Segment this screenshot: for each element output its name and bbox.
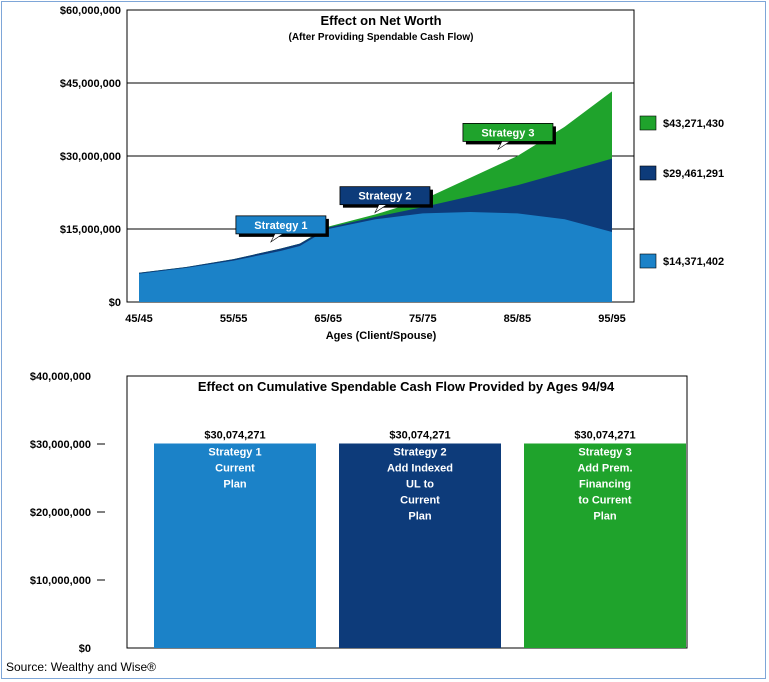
bar-description-line: Current: [400, 494, 440, 506]
bar-value-label: $30,074,271: [389, 429, 450, 441]
net-worth-area-chart: $0 $15,000,000 $30,000,000 $45,000,000 $60,0…: [60, 5, 724, 342]
callout-strategy-2: Strategy 2: [339, 186, 433, 214]
legend-end-value: $43,271,430: [663, 118, 724, 130]
area-y-tick-label: $0: [109, 297, 121, 309]
bar-y-tick-label: $30,000,000: [30, 439, 91, 451]
bar-strategy-3: [524, 443, 686, 648]
legend-swatch: [639, 115, 657, 131]
callout-label: Strategy 2: [358, 191, 411, 203]
area-y-tick-label: $15,000,000: [60, 224, 121, 236]
area-y-tick-label: $30,000,000: [60, 151, 121, 163]
bar-description-line: Current: [215, 462, 255, 474]
callout-strategy-1: Strategy 1: [235, 215, 329, 243]
legend-end-value: $14,371,402: [663, 256, 724, 268]
area-x-tick-label: 95/95: [598, 313, 626, 325]
bar-strategy-2: [339, 443, 501, 648]
area-chart-title: Effect on Net Worth: [320, 13, 441, 28]
bar-value-label: $30,074,271: [204, 429, 265, 441]
bar-description-line: Plan: [593, 510, 617, 522]
area-y-tick-label: $45,000,000: [60, 78, 121, 90]
bar-description-line: Financing: [579, 478, 631, 490]
bar-description-line: UL to: [406, 478, 434, 490]
area-y-tick-label: $60,000,000: [60, 5, 121, 17]
area-x-tick-label: 55/55: [220, 313, 248, 325]
bar-value-label: $30,074,271: [574, 429, 635, 441]
bar-description-line: Add Prem.: [577, 462, 632, 474]
callout-label: Strategy 3: [481, 127, 534, 139]
area-x-tick-label: 45/45: [125, 313, 153, 325]
callout-label: Strategy 1: [254, 220, 307, 232]
bar-y-tick-label: $40,000,000: [30, 371, 91, 383]
callout-strategy-3: Strategy 3: [462, 123, 556, 151]
bar-description-line: Add Indexed: [387, 462, 453, 474]
area-series-1: [139, 211, 612, 302]
cash-flow-bar-chart: $0 $10,000,000 $20,000,000 $30,000,000 $40,0…: [30, 371, 688, 655]
legend-end-value: $29,461,291: [663, 168, 724, 180]
bar-description-line: Strategy 1: [208, 446, 261, 458]
area-x-tick-label: 65/65: [314, 313, 342, 325]
bar-description-line: Plan: [223, 478, 247, 490]
area-chart-subtitle: (After Providing Spendable Cash Flow): [288, 32, 473, 43]
bar-description-line: Plan: [408, 510, 432, 522]
bar-description-line: Strategy 3: [578, 446, 631, 458]
bar-chart-title: Effect on Cumulative Spendable Cash Flow…: [198, 379, 615, 394]
bar-description-line: to Current: [578, 494, 632, 506]
bar-description-line: Strategy 2: [393, 446, 446, 458]
legend-swatch: [639, 253, 657, 269]
bar-y-tick-label: $0: [79, 643, 91, 655]
bar-y-tick-label: $10,000,000: [30, 575, 91, 587]
area-x-tick-label: 85/85: [504, 313, 532, 325]
bar-strategy-1: [154, 443, 316, 648]
area-x-tick-label: 75/75: [409, 313, 437, 325]
source-note: Source: Wealthy and Wise®: [6, 660, 157, 674]
legend-swatch: [639, 165, 657, 181]
area-x-axis-label: Ages (Client/Spouse): [326, 330, 437, 342]
bar-y-tick-label: $20,000,000: [30, 507, 91, 519]
